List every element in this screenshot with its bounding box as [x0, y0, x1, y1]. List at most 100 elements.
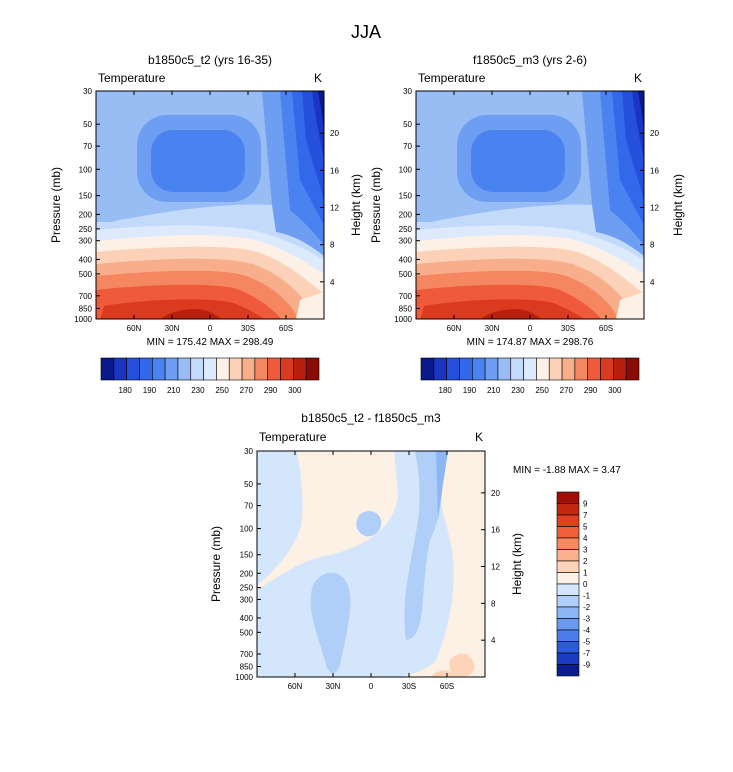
colorbar-box	[305, 357, 320, 381]
colorbar-label: -2	[583, 603, 591, 612]
panel-c-units: K	[475, 430, 483, 444]
x-tick-label: 30S	[241, 324, 255, 333]
colorbar-box	[556, 491, 580, 504]
colorbar-box	[420, 357, 435, 381]
colorbar-box	[556, 641, 580, 654]
panel-a-stats: MIN = 175.42 MAX = 298.49	[147, 337, 274, 348]
colorbar-box	[561, 357, 576, 381]
x-tick-label: 30N	[165, 324, 180, 333]
x-tick-label: 60N	[288, 682, 303, 691]
colorbar-label: 0	[583, 580, 588, 589]
y-tick-label: 200	[240, 569, 254, 578]
colorbar-label: 1	[583, 569, 588, 578]
height-tick-label: 4	[491, 636, 496, 645]
height-tick-label: 4	[650, 278, 655, 287]
colorbar-label: 7	[583, 511, 588, 520]
y-tick-label: 200	[79, 210, 93, 219]
y-tick-label: 100	[399, 165, 413, 174]
colorbar-box	[164, 357, 179, 381]
colorbar-label: -3	[583, 615, 591, 624]
y-tick-label: 500	[240, 628, 254, 637]
colorbar-box	[177, 357, 192, 381]
x-tick-label: 30N	[326, 682, 341, 691]
colorbar-box	[600, 357, 614, 381]
x-tick-label: 60N	[127, 324, 142, 333]
x-tick-label: 30S	[402, 682, 416, 691]
colorbar-box	[556, 514, 580, 527]
colorbar-label: 180	[119, 386, 133, 395]
y-tick-label: 30	[244, 447, 253, 456]
colorbar-box	[587, 357, 601, 381]
colorbar-label: -7	[583, 649, 591, 658]
colorbar-label: 230	[511, 386, 525, 395]
height-tick-label: 20	[330, 129, 339, 138]
panel-a-variable-label: Temperature	[98, 71, 166, 85]
panel-b1850c5: b1850c5_t2 (yrs 16-35) Temperature K Pre…	[49, 53, 363, 395]
panel-b-colorbar: 180 190 210 230 250 270 290 300	[420, 357, 640, 395]
panel-c-title: b1850c5_t2 - f1850c5_m3	[301, 411, 441, 425]
figure-title: JJA	[351, 22, 381, 42]
colorbar-box	[126, 357, 140, 381]
y-tick-label: 30	[403, 87, 412, 96]
colorbar-label: 190	[463, 386, 477, 395]
panel-c-variable-label: Temperature	[259, 430, 327, 444]
colorbar-box	[228, 357, 243, 381]
x-tick-label: 60N	[447, 324, 462, 333]
y-tick-label: 1000	[394, 315, 412, 324]
y-tick-label: 70	[83, 142, 92, 151]
colorbar-box	[433, 357, 447, 381]
x-tick-label: 30N	[485, 324, 500, 333]
y-tick-label: 400	[79, 255, 93, 264]
y-tick-label: 700	[240, 650, 254, 659]
y-tick-label: 50	[244, 480, 253, 489]
panel-c-stats: MIN = -1.88 MAX = 3.47	[513, 465, 621, 476]
colorbar-label: 250	[535, 386, 549, 395]
panel-b-title: f1850c5_m3 (yrs 2-6)	[473, 53, 587, 67]
panel-b-ylabel: Pressure (mb)	[369, 167, 383, 243]
x-tick-label: 60S	[440, 682, 454, 691]
colorbar-box	[556, 606, 580, 619]
panel-a-units: K	[314, 71, 322, 85]
colorbar-box	[556, 572, 580, 585]
colorbar-label: 300	[608, 386, 622, 395]
height-tick-label: 16	[330, 166, 339, 175]
colorbar-box	[267, 357, 281, 381]
colorbar-box	[556, 537, 580, 550]
x-tick-label: 0	[528, 324, 533, 333]
colorbar-box	[556, 618, 580, 631]
x-tick-label: 0	[208, 324, 213, 333]
colorbar-box	[556, 652, 580, 665]
x-tick-label: 30S	[561, 324, 575, 333]
panel-c-ylabel: Pressure (mb)	[209, 526, 223, 602]
colorbar-label: 270	[240, 386, 254, 395]
x-tick-label: 60S	[279, 324, 293, 333]
panel-b-variable-label: Temperature	[418, 71, 486, 85]
temperature-difference-contour-fill	[257, 451, 485, 677]
colorbar-label: -4	[583, 626, 591, 635]
colorbar-box	[484, 357, 499, 381]
colorbar-label: 250	[215, 386, 229, 395]
height-tick-label: 16	[650, 166, 659, 175]
panel-a-axes: 305070100150200250300400500700850100060N…	[74, 87, 339, 333]
colorbar-box	[556, 560, 580, 573]
y-tick-label: 500	[79, 270, 93, 279]
y-tick-label: 850	[240, 663, 254, 672]
y-tick-label: 400	[240, 614, 254, 623]
y-tick-label: 250	[399, 225, 413, 234]
height-tick-label: 20	[491, 489, 500, 498]
panel-c-axes: 305070100150200250300400500700850100060N…	[235, 447, 500, 691]
temperature-contour-fill	[96, 91, 324, 319]
colorbar-label: 300	[288, 386, 302, 395]
y-tick-label: 150	[399, 192, 413, 201]
height-tick-label: 12	[330, 204, 339, 213]
colorbar-box	[113, 357, 127, 381]
y-tick-label: 50	[403, 120, 412, 129]
colorbar-box	[139, 357, 153, 381]
colorbar-box	[459, 357, 473, 381]
y-tick-label: 150	[240, 551, 254, 560]
colorbar-box	[216, 357, 230, 381]
temperature-contour-fill	[416, 91, 644, 319]
colorbar-label: -9	[583, 661, 591, 670]
y-tick-label: 70	[244, 502, 253, 511]
